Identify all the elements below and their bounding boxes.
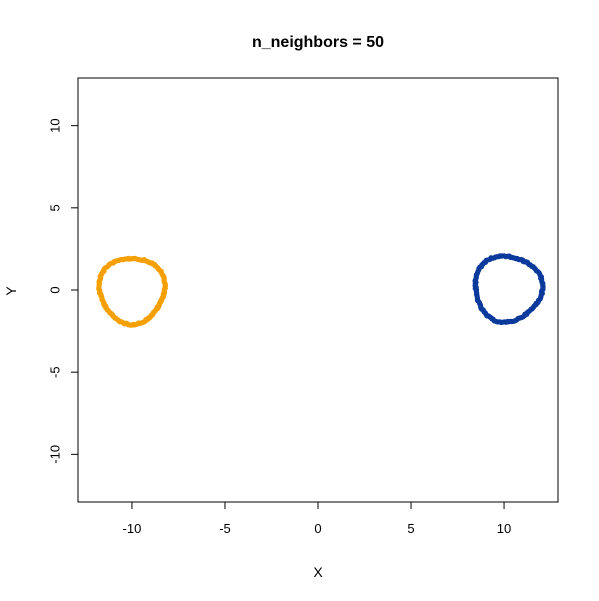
chart-title: n_neighbors = 50 bbox=[252, 34, 384, 51]
y-tick-label: 10 bbox=[48, 118, 63, 132]
x-tick-label: 10 bbox=[497, 521, 511, 536]
x-axis: -10 -5 0 5 10 bbox=[123, 502, 511, 536]
x-tick-label: 5 bbox=[407, 521, 414, 536]
series-2 bbox=[472, 253, 546, 326]
data-point bbox=[161, 288, 167, 294]
x-tick-label: 0 bbox=[314, 521, 321, 536]
x-axis-label: X bbox=[313, 564, 323, 580]
plot-frame bbox=[77, 77, 559, 503]
y-axis: -10 -5 0 5 10 bbox=[48, 118, 78, 464]
y-tick-label: 5 bbox=[48, 204, 63, 211]
y-tick-label: -5 bbox=[48, 366, 63, 378]
x-tick-label: -5 bbox=[219, 521, 231, 536]
data-points bbox=[96, 253, 546, 328]
data-point bbox=[540, 286, 546, 292]
y-tick-label: 0 bbox=[48, 286, 63, 293]
y-tick-label: -10 bbox=[48, 445, 63, 464]
series-1 bbox=[96, 255, 168, 328]
y-axis-label: Y bbox=[3, 286, 19, 296]
x-tick-label: -10 bbox=[123, 521, 142, 536]
